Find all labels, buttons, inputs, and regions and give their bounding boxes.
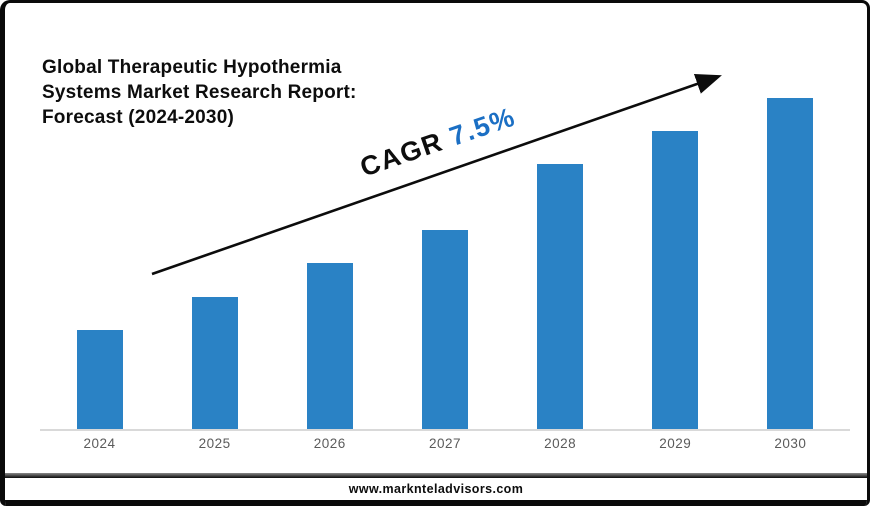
x-tick-label-2029: 2029 [659,436,692,451]
bar-column-2024 [42,98,157,429]
x-axis-line [40,429,850,431]
bar-2028 [537,164,584,429]
chart-title-line-1: Global Therapeutic Hypothermia [42,57,342,78]
x-tick-label-2024: 2024 [83,436,116,451]
bar-column-2029 [618,98,733,429]
bar-column-2030 [733,98,848,429]
bar-column-2027 [387,98,502,429]
x-tick-label-2027: 2027 [428,436,461,451]
x-tick-label-2026: 2026 [313,436,346,451]
bar-2027 [421,230,468,429]
bar-2025 [191,297,238,429]
bar-2029 [652,131,699,429]
bar-column-2028 [503,98,618,429]
bar-2024 [76,330,123,429]
bar-2026 [306,263,353,429]
footer-band: www.marknteladvisors.com [5,478,867,500]
x-axis-labels: 2024 2025 2026 2027 2028 2029 2030 [42,436,848,451]
x-tick-label-2030: 2030 [774,436,807,451]
bar-column-2025 [157,98,272,429]
footer-divider-bottom [5,500,867,506]
x-tick-label-2025: 2025 [198,436,231,451]
website-url: www.marknteladvisors.com [348,482,524,496]
bars-container [42,98,848,429]
footer-divider-top [5,473,867,478]
bar-column-2026 [272,98,387,429]
footer: www.marknteladvisors.com [5,473,867,506]
bar-2030 [767,98,814,429]
bar-chart-plot-area [40,98,850,431]
x-tick-label-2028: 2028 [544,436,577,451]
